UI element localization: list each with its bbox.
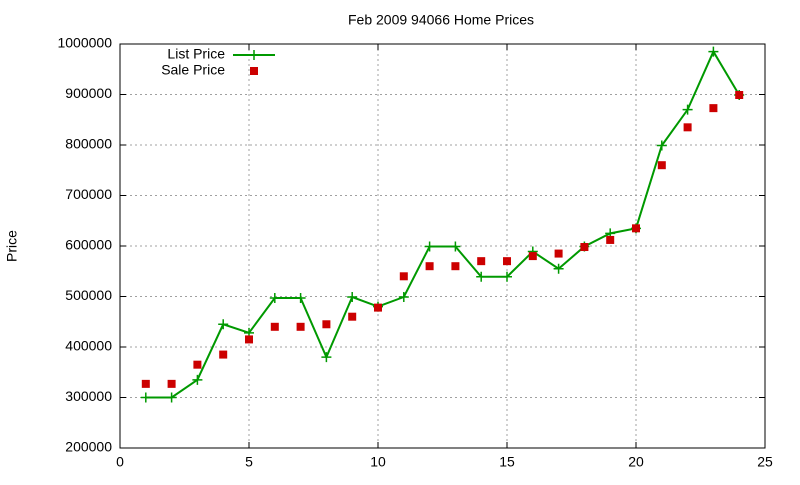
point-marker — [656, 140, 667, 151]
point-marker — [503, 257, 511, 266]
legend-label: Sale Price — [161, 62, 225, 78]
point-marker — [399, 272, 408, 281]
point-marker — [270, 322, 279, 331]
y-tick-label: 400000 — [65, 338, 112, 354]
point-marker — [476, 271, 487, 282]
legend-label: List Price — [167, 46, 225, 62]
point-marker — [502, 271, 512, 282]
point-marker — [296, 322, 305, 331]
point-marker — [218, 319, 229, 330]
point-marker — [632, 224, 640, 233]
point-marker — [295, 293, 306, 304]
legend-marker — [249, 50, 259, 60]
x-tick-label: 25 — [757, 454, 773, 470]
x-tick-label: 5 — [245, 454, 253, 470]
y-axis-label: Price — [4, 230, 20, 262]
point-marker — [424, 241, 435, 252]
y-tick-label: 600000 — [65, 237, 112, 253]
legend-marker — [250, 67, 258, 75]
x-tick-label: 20 — [628, 454, 644, 470]
point-marker — [580, 243, 589, 252]
x-tick-label: 10 — [370, 454, 386, 470]
point-marker — [140, 392, 151, 403]
point-marker — [321, 352, 332, 363]
y-tick-label: 1000000 — [57, 35, 112, 51]
point-marker — [735, 91, 744, 100]
point-marker — [683, 123, 692, 132]
point-marker — [374, 303, 382, 312]
y-tick-label: 500000 — [65, 287, 112, 303]
point-marker — [425, 262, 434, 271]
y-tick-label: 900000 — [65, 85, 112, 101]
y-tick-label: 700000 — [65, 186, 112, 202]
point-marker — [682, 104, 693, 115]
point-marker — [477, 257, 486, 266]
series-line — [145, 49, 741, 399]
point-marker — [322, 320, 331, 329]
y-tick-label: 300000 — [65, 388, 112, 404]
point-marker — [606, 235, 615, 244]
x-tick-label: 15 — [499, 454, 515, 470]
point-marker — [657, 161, 666, 170]
chart-title: Feb 2009 94066 Home Prices — [348, 12, 534, 28]
point-marker — [554, 249, 563, 258]
point-marker — [192, 374, 203, 385]
point-marker — [166, 392, 177, 403]
point-marker — [553, 263, 564, 274]
point-marker — [269, 293, 280, 304]
point-marker — [141, 379, 150, 388]
point-marker — [347, 292, 358, 303]
point-marker — [348, 312, 357, 321]
x-tick-label: 0 — [116, 454, 124, 470]
y-tick-label: 200000 — [65, 439, 112, 455]
point-marker — [167, 379, 176, 388]
point-marker — [528, 252, 537, 261]
point-marker — [219, 350, 228, 359]
point-marker — [450, 241, 461, 252]
point-marker — [398, 292, 409, 303]
point-marker — [245, 335, 253, 344]
point-marker — [193, 360, 202, 369]
point-marker — [451, 262, 460, 271]
y-tick-label: 800000 — [65, 136, 112, 152]
plot-frame — [119, 43, 766, 449]
point-marker — [709, 104, 718, 113]
point-marker — [708, 46, 719, 57]
